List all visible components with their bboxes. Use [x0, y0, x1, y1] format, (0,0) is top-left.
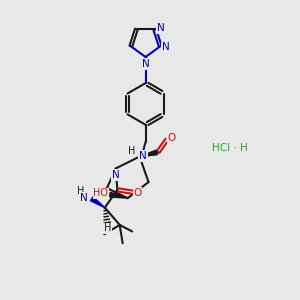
- Polygon shape: [110, 192, 128, 198]
- Text: N: N: [139, 151, 147, 161]
- Text: N: N: [112, 170, 119, 180]
- Text: N: N: [157, 23, 164, 33]
- Text: H: H: [104, 224, 112, 233]
- Text: HCl · H: HCl · H: [212, 142, 248, 153]
- Text: N: N: [142, 59, 149, 69]
- Text: N: N: [80, 193, 87, 203]
- Text: O: O: [134, 188, 142, 198]
- Text: H: H: [77, 186, 85, 196]
- Text: N: N: [162, 43, 170, 52]
- Text: HO: HO: [94, 188, 109, 198]
- Polygon shape: [90, 197, 105, 208]
- Polygon shape: [140, 150, 158, 157]
- Text: O: O: [168, 134, 176, 143]
- Text: H: H: [128, 146, 135, 156]
